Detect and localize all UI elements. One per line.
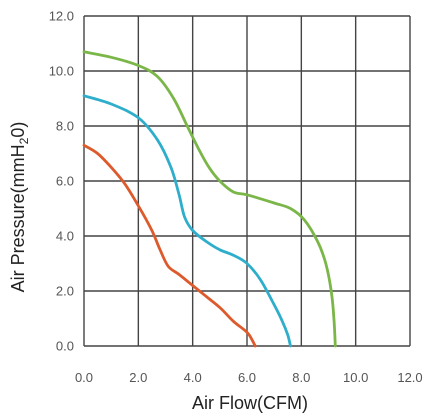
series-layer xyxy=(82,50,337,348)
series-line xyxy=(82,94,292,348)
y-axis-title-subscript: 2 xyxy=(17,137,31,144)
y-tick-label: 4.0 xyxy=(56,229,74,244)
y-tick-labels: 0.0 2.0 4.0 6.0 8.0 10.0 12.0 xyxy=(49,9,74,354)
y-axis-title-prefix: Air Pressure(mmH xyxy=(8,144,28,292)
x-tick-label: 0.0 xyxy=(75,370,93,385)
x-tick-label: 12.0 xyxy=(397,370,422,385)
y-axis-title-suffix: 0) xyxy=(8,122,28,138)
x-tick-label: 8.0 xyxy=(292,370,310,385)
x-tick-label: 6.0 xyxy=(238,370,256,385)
x-tick-labels: 0.0 2.0 4.0 6.0 8.0 10.0 12.0 xyxy=(75,370,423,385)
y-tick-label: 6.0 xyxy=(56,174,74,189)
grid-lines xyxy=(83,15,411,347)
y-tick-label: 12.0 xyxy=(49,9,74,24)
x-tick-label: 10.0 xyxy=(343,370,368,385)
y-axis-title: Air Pressure(mmH20) xyxy=(8,122,31,293)
y-tick-label: 10.0 xyxy=(49,64,74,79)
x-axis-title: Air Flow(CFM) xyxy=(192,393,308,413)
x-tick-label: 4.0 xyxy=(184,370,202,385)
y-tick-label: 8.0 xyxy=(56,119,74,134)
y-tick-label: 2.0 xyxy=(56,284,74,299)
series-line xyxy=(82,50,337,348)
series-line xyxy=(82,143,257,348)
x-tick-label: 2.0 xyxy=(129,370,147,385)
y-tick-label: 0.0 xyxy=(56,339,74,354)
